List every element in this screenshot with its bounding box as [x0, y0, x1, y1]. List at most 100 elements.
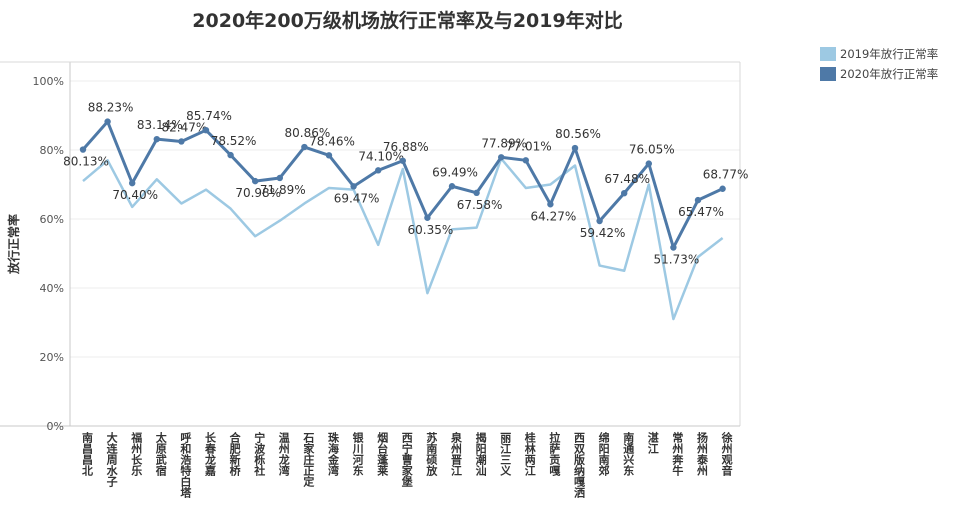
data-label-2020: 60.35%: [408, 223, 454, 237]
legend-label-2020: 2020年放行正常率: [840, 67, 939, 81]
point-2020: [522, 157, 529, 164]
data-label-2020: 78.52%: [211, 134, 257, 148]
point-2020: [670, 244, 677, 251]
x-tick-label: 珠海金湾: [327, 431, 341, 477]
point-2020: [621, 189, 628, 197]
point-2020: [399, 157, 406, 164]
point-2020: [375, 167, 382, 174]
point-2020: [719, 185, 726, 192]
data-label-2020: 65.47%: [678, 205, 724, 219]
data-label-2020: 83.14%: [137, 118, 183, 132]
data-label-2020: 67.58%: [457, 198, 503, 212]
point-2020: [424, 214, 431, 221]
point-2020: [498, 154, 505, 161]
data-label-2020: 74.10%: [358, 149, 404, 163]
x-tick-label: 泉州晋江: [450, 431, 464, 477]
legend-item-2019[interactable]: 2019年放行正常率: [820, 44, 938, 64]
point-2020: [473, 189, 480, 197]
y-tick-label: 40%: [40, 282, 64, 295]
point-2020: [596, 217, 603, 225]
x-tick-label: 绵阳南郊: [597, 431, 610, 477]
y-tick-labels: 0% 20% 40% 60% 80% 100%: [33, 75, 64, 433]
x-tick-label: 徐州观音: [720, 431, 734, 477]
data-label-2020: 68.77%: [703, 168, 749, 182]
data-label-2020: 59.42%: [580, 226, 626, 240]
data-label-2020: 69.49%: [432, 165, 478, 179]
data-label-2020: 76.88%: [383, 140, 429, 154]
point-2020: [252, 177, 259, 185]
data-label-2020: 67.48%: [604, 172, 650, 186]
x-tick-label: 太原武宿: [154, 431, 168, 477]
x-tick-label: 呼和浩特白塔: [179, 431, 192, 499]
x-tick-label: 丽江三义: [499, 432, 512, 476]
x-tick-label: 宁波栎社: [253, 431, 267, 477]
x-tick-label: 湛江: [646, 431, 659, 455]
point-2020: [645, 160, 652, 167]
x-tick-label: 银川河东: [351, 431, 365, 477]
data-label-2020: 51.73%: [654, 253, 700, 267]
x-tick-label: 拉萨贡嘎: [548, 431, 561, 477]
y-axis-label: 放行正常率: [6, 214, 21, 275]
point-2020: [325, 152, 333, 159]
x-tick-label: 合肥新桥: [228, 431, 241, 477]
x-tick-label: 扬州泰州: [696, 431, 710, 477]
chart-title: 2020年200万级机场放行正常率及与2019年对比: [192, 10, 623, 32]
point-2020: [104, 118, 111, 125]
x-tick-label: 揭阳潮汕: [474, 431, 487, 477]
series-layer: 80.13% 88.23% 70.40% 83.14%82.47%85.74% 78.5…: [63, 101, 749, 321]
data-label-2020: 71.89%: [260, 183, 306, 197]
point-2020: [153, 135, 160, 143]
point-2020: [129, 179, 136, 187]
x-tick-label: 烟台蓬莱: [376, 431, 389, 477]
point-2020: [202, 126, 210, 134]
y-tick-label: 20%: [40, 351, 64, 364]
point-2020: [448, 183, 456, 190]
data-label-2020: 70.98%: [235, 186, 281, 200]
x-tick-label: 西双版纳嘎洒: [573, 432, 586, 499]
data-label-2020: 76.05%: [629, 143, 675, 157]
x-tick-label: 长春龙嘉: [204, 431, 218, 477]
x-tick-label: 福州长乐: [130, 431, 144, 477]
y-tick-label: 80%: [40, 144, 64, 157]
data-label-2020: 80.86%: [285, 126, 331, 140]
gridlines: [70, 80, 740, 358]
x-tick-label: 大连周水子: [105, 431, 118, 488]
data-label-2020: 77.01%: [506, 139, 552, 153]
data-label-2020: 85.74%: [186, 109, 232, 123]
data-label-2020: 88.23%: [88, 101, 134, 115]
data-label-2020: 69.47%: [334, 191, 380, 205]
data-label-2020: 82.47%: [162, 120, 208, 134]
data-label-2020: 77.89%: [481, 136, 527, 150]
y-tick-label: 100%: [33, 75, 64, 88]
y-tick-label: 0%: [47, 420, 64, 433]
legend-item-2020[interactable]: 2020年放行正常率: [820, 64, 938, 84]
point-2020: [301, 143, 308, 151]
point-2020: [694, 196, 702, 204]
data-label-2020: 70.40%: [112, 188, 158, 202]
point-2020: [276, 174, 283, 182]
data-label-2020: 64.27%: [531, 209, 577, 223]
legend-swatch-2020: [820, 67, 836, 81]
legend: 2019年放行正常率 2020年放行正常率: [820, 44, 938, 84]
x-tick-labels: 南昌昌北 大连周水子 福州长乐 太原武宿 呼和浩特白塔 长春龙嘉 合肥新桥 宁波栎社 温州龙湾石…: [81, 431, 734, 499]
x-tick-label: 石家庄正定: [302, 432, 316, 488]
x-tick-label: 常州奔牛: [671, 431, 685, 477]
data-label-2020: 78.46%: [309, 134, 355, 148]
legend-label-2019: 2019年放行正常率: [840, 47, 939, 61]
series-line-2019: [82, 157, 724, 321]
point-2020: [350, 183, 357, 190]
point-2020: [227, 151, 234, 159]
x-tick-label: 南通兴东: [622, 431, 635, 477]
y-tick-label: 60%: [40, 213, 64, 226]
legend-swatch-2019: [820, 47, 836, 61]
x-tick-label: 西宁曹家堡: [400, 432, 413, 487]
point-2020: [571, 144, 579, 152]
data-label-2020: 80.13%: [63, 155, 109, 169]
point-2020: [79, 146, 87, 153]
point-2020: [547, 201, 554, 208]
x-tick-label: 南昌昌北: [81, 431, 94, 477]
data-label-2020: 80.56%: [555, 127, 601, 141]
x-tick-label: 桂林两江: [523, 431, 537, 477]
point-2020: [178, 138, 185, 145]
